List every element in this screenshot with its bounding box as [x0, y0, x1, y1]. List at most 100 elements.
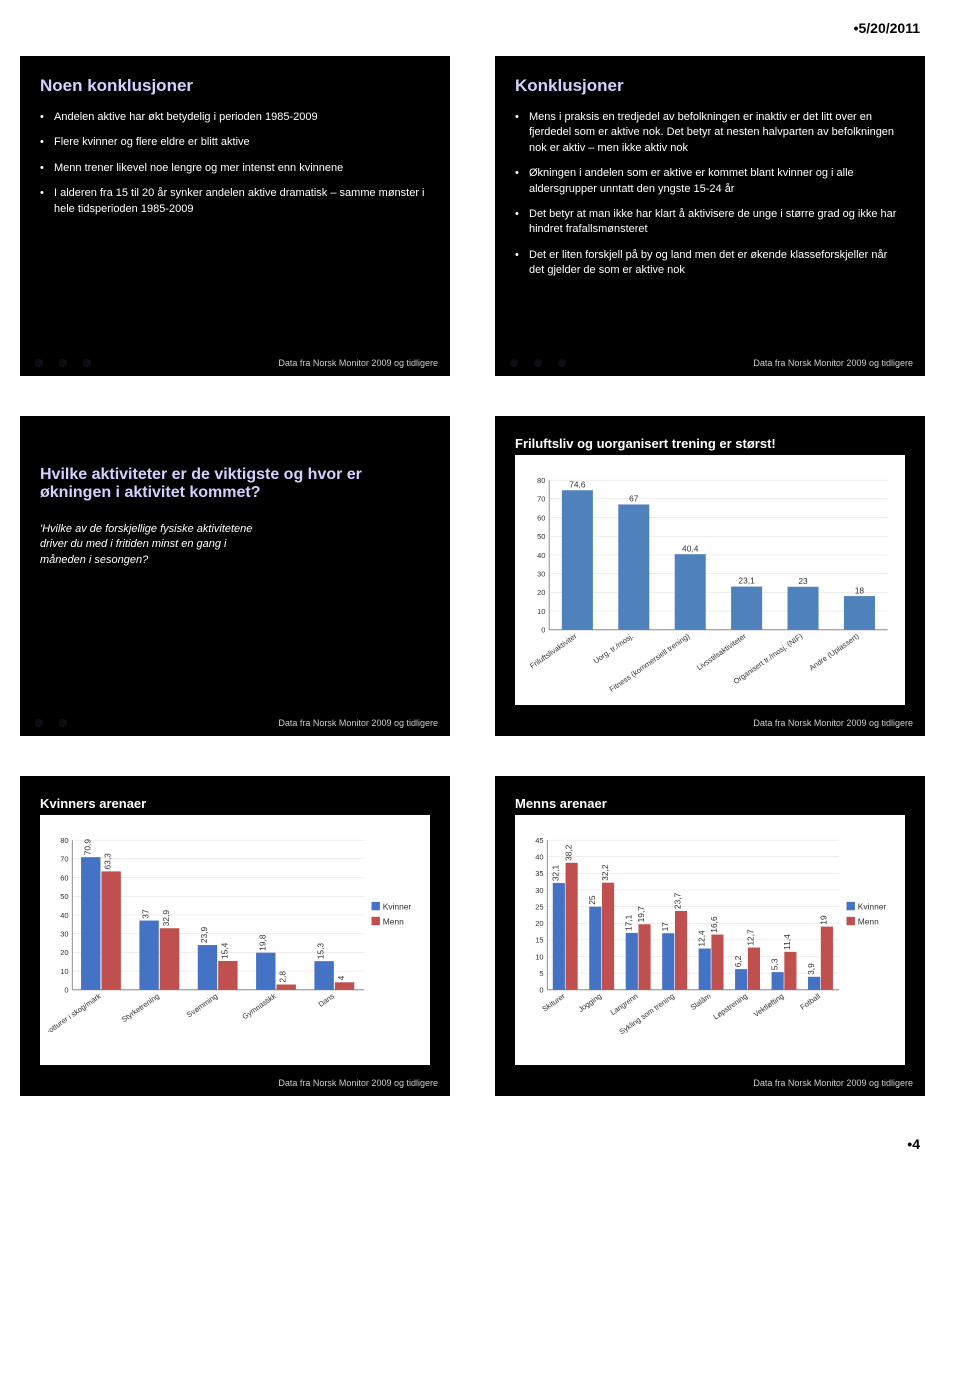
slide-footer: Data fra Norsk Monitor 2009 og tidligere	[753, 718, 913, 728]
svg-text:20: 20	[535, 919, 543, 928]
svg-text:Langrenn: Langrenn	[609, 991, 640, 1016]
svg-text:40: 40	[537, 551, 545, 560]
svg-text:50: 50	[60, 892, 68, 901]
deco-icon	[507, 356, 521, 370]
svg-text:Vektløfting: Vektløfting	[752, 991, 786, 1018]
slide-title: Hvilke aktiviteter er de viktigste og hv…	[40, 466, 430, 502]
bullet-list: Mens i praksis en tredjedel av befolknin…	[515, 110, 905, 279]
svg-text:4: 4	[336, 975, 346, 980]
svg-text:60: 60	[537, 513, 545, 522]
slide-title: Kvinners arenaer	[40, 796, 430, 811]
svg-text:19: 19	[819, 915, 829, 925]
footer-deco	[32, 716, 70, 730]
svg-text:Løpstrening: Løpstrening	[712, 991, 749, 1021]
slide-menns-arenaer: Menns arenaer 05101520253035404532,138,2…	[495, 776, 925, 1096]
svg-text:70: 70	[537, 495, 545, 504]
svg-text:12,7: 12,7	[746, 929, 756, 946]
slide-hvilke-aktiviteter: Hvilke aktiviteter er de viktigste og hv…	[20, 416, 450, 736]
chart-container: 05101520253035404532,138,2Skiturer2532,2…	[515, 815, 905, 1065]
svg-text:12,4: 12,4	[696, 930, 706, 947]
slides-grid: Noen konklusjoner Andelen aktive har økt…	[20, 56, 940, 1096]
svg-text:Svømming: Svømming	[185, 991, 219, 1019]
slide-title: Friluftsliv og uorganisert trening er st…	[515, 436, 905, 451]
grouped-bar-chart: 05101520253035404532,138,2Skiturer2532,2…	[523, 825, 897, 1061]
bullet: Det betyr at man ikke har klart å aktivi…	[515, 207, 905, 238]
svg-text:0: 0	[539, 986, 543, 995]
chart-container: 0102030405060708074,6Friluftslivaktivite…	[515, 455, 905, 705]
svg-text:18: 18	[855, 585, 865, 595]
svg-text:10: 10	[537, 607, 545, 616]
bullet: Det er liten forskjell på by og land men…	[515, 248, 905, 279]
bar-chart: 0102030405060708074,6Friluftslivaktivite…	[523, 465, 897, 701]
page-num-text: 4	[912, 1136, 920, 1152]
svg-text:67: 67	[629, 494, 639, 504]
slide-footer: Data fra Norsk Monitor 2009 og tidligere	[278, 358, 438, 368]
bullet: Menn trener likevel noe lengre og mer in…	[40, 161, 430, 176]
svg-text:Friluftslivaktiviter: Friluftslivaktiviter	[528, 631, 579, 670]
svg-text:19,8: 19,8	[257, 934, 267, 951]
svg-text:10: 10	[60, 967, 68, 976]
deco-icon	[80, 356, 94, 370]
footer-deco	[32, 356, 94, 370]
svg-text:2,8: 2,8	[278, 971, 288, 983]
slide-footer: Data fra Norsk Monitor 2009 og tidligere	[753, 1078, 913, 1088]
svg-text:Styrketrening: Styrketrening	[120, 991, 161, 1024]
svg-text:Andre (Uplassert): Andre (Uplassert)	[807, 631, 861, 672]
bullet: Mens i praksis en tredjedel av befolknin…	[515, 110, 905, 156]
svg-text:11,4: 11,4	[782, 934, 792, 950]
svg-text:40: 40	[535, 853, 543, 862]
svg-text:60: 60	[60, 873, 68, 882]
svg-text:Livsstilsaktiviteter: Livsstilsaktiviteter	[695, 631, 748, 672]
svg-text:Jogging: Jogging	[577, 991, 604, 1013]
bullet: Andelen aktive har økt betydelig i perio…	[40, 110, 430, 125]
svg-text:74,6: 74,6	[569, 479, 586, 489]
svg-text:Dans: Dans	[317, 991, 337, 1009]
slide-noen-konklusjoner: Noen konklusjoner Andelen aktive har økt…	[20, 56, 450, 376]
svg-text:0: 0	[541, 626, 545, 635]
svg-text:15,3: 15,3	[316, 943, 326, 960]
svg-text:3,9: 3,9	[806, 963, 816, 975]
slide-title: Noen konklusjoner	[40, 76, 430, 96]
svg-text:70,9: 70,9	[82, 839, 92, 856]
svg-text:6,2: 6,2	[733, 955, 743, 967]
svg-text:Fotball: Fotball	[798, 991, 822, 1011]
deco-icon	[555, 356, 569, 370]
svg-text:40,4: 40,4	[682, 543, 699, 553]
svg-text:80: 80	[60, 836, 68, 845]
svg-text:70: 70	[60, 855, 68, 864]
slide-friluftsliv-chart: Friluftsliv og uorganisert trening er st…	[495, 416, 925, 736]
deco-icon	[56, 356, 70, 370]
deco-icon	[32, 716, 46, 730]
bullet: Økningen i andelen som er aktive er komm…	[515, 166, 905, 197]
svg-text:20: 20	[537, 588, 545, 597]
svg-text:Kvinner: Kvinner	[383, 901, 412, 911]
svg-text:Menn: Menn	[383, 916, 404, 926]
date-bullet: •5/20/2011	[20, 20, 940, 36]
svg-text:37: 37	[141, 909, 151, 919]
svg-text:17,1: 17,1	[623, 914, 633, 931]
bullet: I alderen fra 15 til 20 år synker andele…	[40, 186, 430, 217]
svg-text:45: 45	[535, 836, 543, 845]
svg-text:0: 0	[64, 986, 68, 995]
svg-text:Slalåm: Slalåm	[689, 991, 713, 1011]
svg-text:63,3: 63,3	[103, 853, 113, 870]
svg-text:30: 30	[60, 929, 68, 938]
svg-text:25: 25	[535, 902, 543, 911]
svg-text:23: 23	[798, 576, 808, 586]
svg-text:32,2: 32,2	[600, 864, 610, 881]
svg-text:23,1: 23,1	[738, 576, 755, 586]
svg-text:80: 80	[537, 476, 545, 485]
slide-konklusjoner: Konklusjoner Mens i praksis en tredjedel…	[495, 56, 925, 376]
svg-text:Kvinner: Kvinner	[858, 901, 887, 911]
footer-deco	[507, 356, 569, 370]
svg-text:5: 5	[539, 969, 543, 978]
deco-icon	[56, 716, 70, 730]
slide-title: Menns arenaer	[515, 796, 905, 811]
svg-text:10: 10	[535, 952, 543, 961]
svg-text:Gymnastikk: Gymnastikk	[241, 991, 278, 1021]
svg-text:20: 20	[60, 948, 68, 957]
slide-footer: Data fra Norsk Monitor 2009 og tidligere	[278, 718, 438, 728]
svg-text:35: 35	[535, 869, 543, 878]
bullet: Flere kvinner og flere eldre er blitt ak…	[40, 135, 430, 150]
svg-text:19,7: 19,7	[636, 906, 646, 923]
